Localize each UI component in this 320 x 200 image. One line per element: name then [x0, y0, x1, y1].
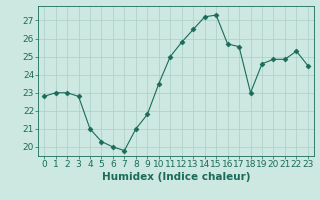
X-axis label: Humidex (Indice chaleur): Humidex (Indice chaleur) — [102, 172, 250, 182]
